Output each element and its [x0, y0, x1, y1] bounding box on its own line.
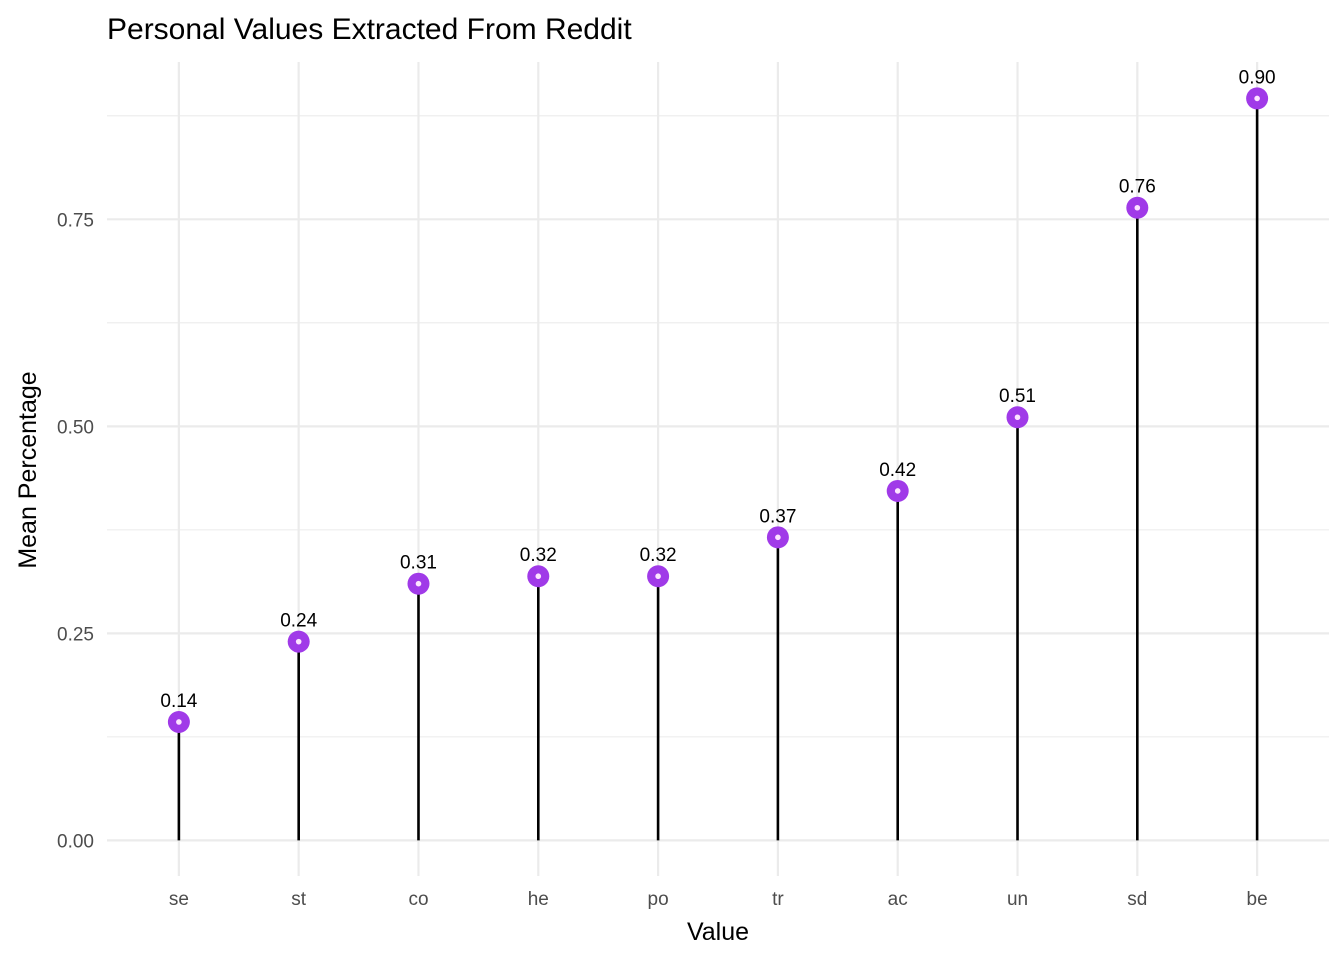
x-tick-label: be: [1247, 889, 1268, 910]
x-tick-label: ac: [888, 889, 908, 910]
lollipop-point-center: [176, 719, 182, 725]
data-label: 0.32: [520, 545, 557, 566]
lollipop-point-center: [1014, 414, 1021, 421]
point-layer: [167, 87, 1269, 733]
x-tick-label: po: [648, 889, 669, 910]
y-tick-labels: 0.00 0.25 0.50 0.75: [57, 210, 94, 852]
data-label: 0.42: [879, 460, 916, 481]
lollipop-point-center: [1254, 95, 1260, 102]
lollipop-point-center: [535, 573, 542, 580]
x-tick-label: st: [291, 889, 307, 910]
data-label: 0.31: [400, 553, 437, 574]
lollipop-point-center: [1134, 204, 1141, 211]
lollipop-point-center: [415, 580, 422, 587]
x-tick-label: sd: [1127, 889, 1147, 910]
data-label: 0.32: [640, 545, 677, 566]
y-tick-label: 0.50: [57, 417, 94, 438]
data-label: 0.24: [280, 611, 317, 632]
lollipop-point-center: [655, 573, 661, 580]
x-tick-label: tr: [772, 889, 784, 910]
y-axis-title: Mean Percentage: [14, 371, 42, 568]
x-tick-label: un: [1007, 889, 1028, 910]
stem-layer: [177, 98, 1259, 841]
y-tick-label: 0.00: [57, 831, 94, 852]
lollipop-point-center: [295, 638, 302, 645]
y-tick-label: 0.25: [57, 624, 94, 645]
data-label-layer: 0.14 0.24 0.31 0.32 0.32 0.37 0.42 0.51 0.76 0.90: [160, 67, 1275, 712]
x-tick-label: co: [408, 889, 428, 910]
lollipop-point-center: [894, 488, 901, 494]
lollipop-point-center: [775, 534, 781, 541]
data-label: 0.90: [1239, 67, 1276, 88]
data-label: 0.37: [759, 506, 796, 527]
x-tick-label: he: [528, 889, 549, 910]
x-tick-labels: se st co he po tr ac un sd be: [169, 889, 1268, 910]
x-tick-label: se: [169, 889, 189, 910]
data-label: 0.51: [999, 386, 1036, 407]
x-axis-title: Value: [687, 918, 749, 946]
y-tick-label: 0.75: [57, 210, 94, 231]
data-label: 0.14: [160, 691, 197, 712]
data-label: 0.76: [1119, 177, 1156, 198]
chart-title: Personal Values Extracted From Reddit: [107, 13, 632, 46]
